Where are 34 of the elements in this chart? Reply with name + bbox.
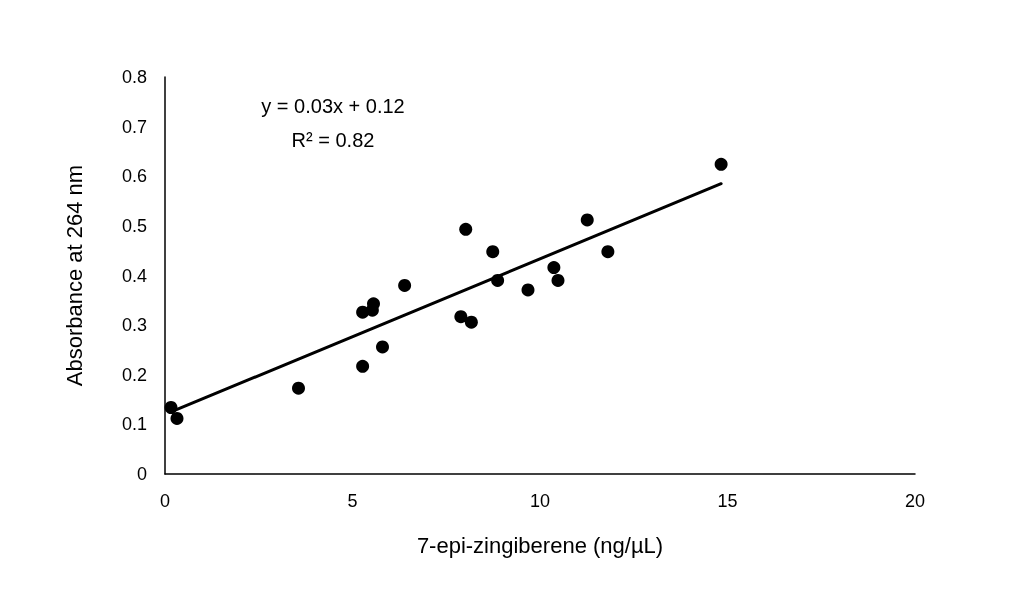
x-tick-label: 5	[347, 491, 358, 511]
point	[170, 411, 184, 425]
point	[464, 315, 478, 329]
point	[459, 222, 473, 236]
annotation: R² = 0.82	[291, 129, 375, 151]
x-tick-label: 20	[904, 491, 926, 511]
point	[356, 359, 370, 373]
y-tick-label: 0.2	[121, 364, 147, 385]
y-tick-label: 0	[136, 464, 147, 484]
annotation: y = 0.03x + 0.12	[261, 95, 405, 117]
point	[580, 213, 594, 227]
y-tick-label: 0.5	[121, 215, 147, 236]
y-tick-label: 0.1	[121, 414, 147, 435]
x-axis-title: 7-epi-zingiberene (ng/µL)	[416, 532, 664, 558]
y-tick-label: 0.8	[121, 67, 147, 87]
point	[547, 261, 561, 275]
point	[454, 310, 468, 324]
y-tick-label: 0.6	[121, 166, 147, 187]
x-tick-label: 0	[159, 491, 171, 511]
x-tick-label: 15	[717, 491, 738, 511]
point	[398, 278, 412, 292]
y-axis-title: Absorbance at 264 nm	[61, 164, 87, 387]
point	[292, 381, 305, 395]
point	[601, 245, 615, 259]
point	[714, 157, 728, 171]
y-tick-label: 0.7	[121, 116, 147, 137]
y-tick-label: 0.4	[121, 265, 147, 286]
point	[551, 273, 565, 287]
point	[367, 297, 380, 311]
y-tick-label: 0.3	[121, 315, 147, 336]
point	[486, 245, 500, 259]
point	[521, 283, 535, 297]
point	[376, 340, 389, 354]
x-tick-label: 10	[529, 491, 551, 511]
